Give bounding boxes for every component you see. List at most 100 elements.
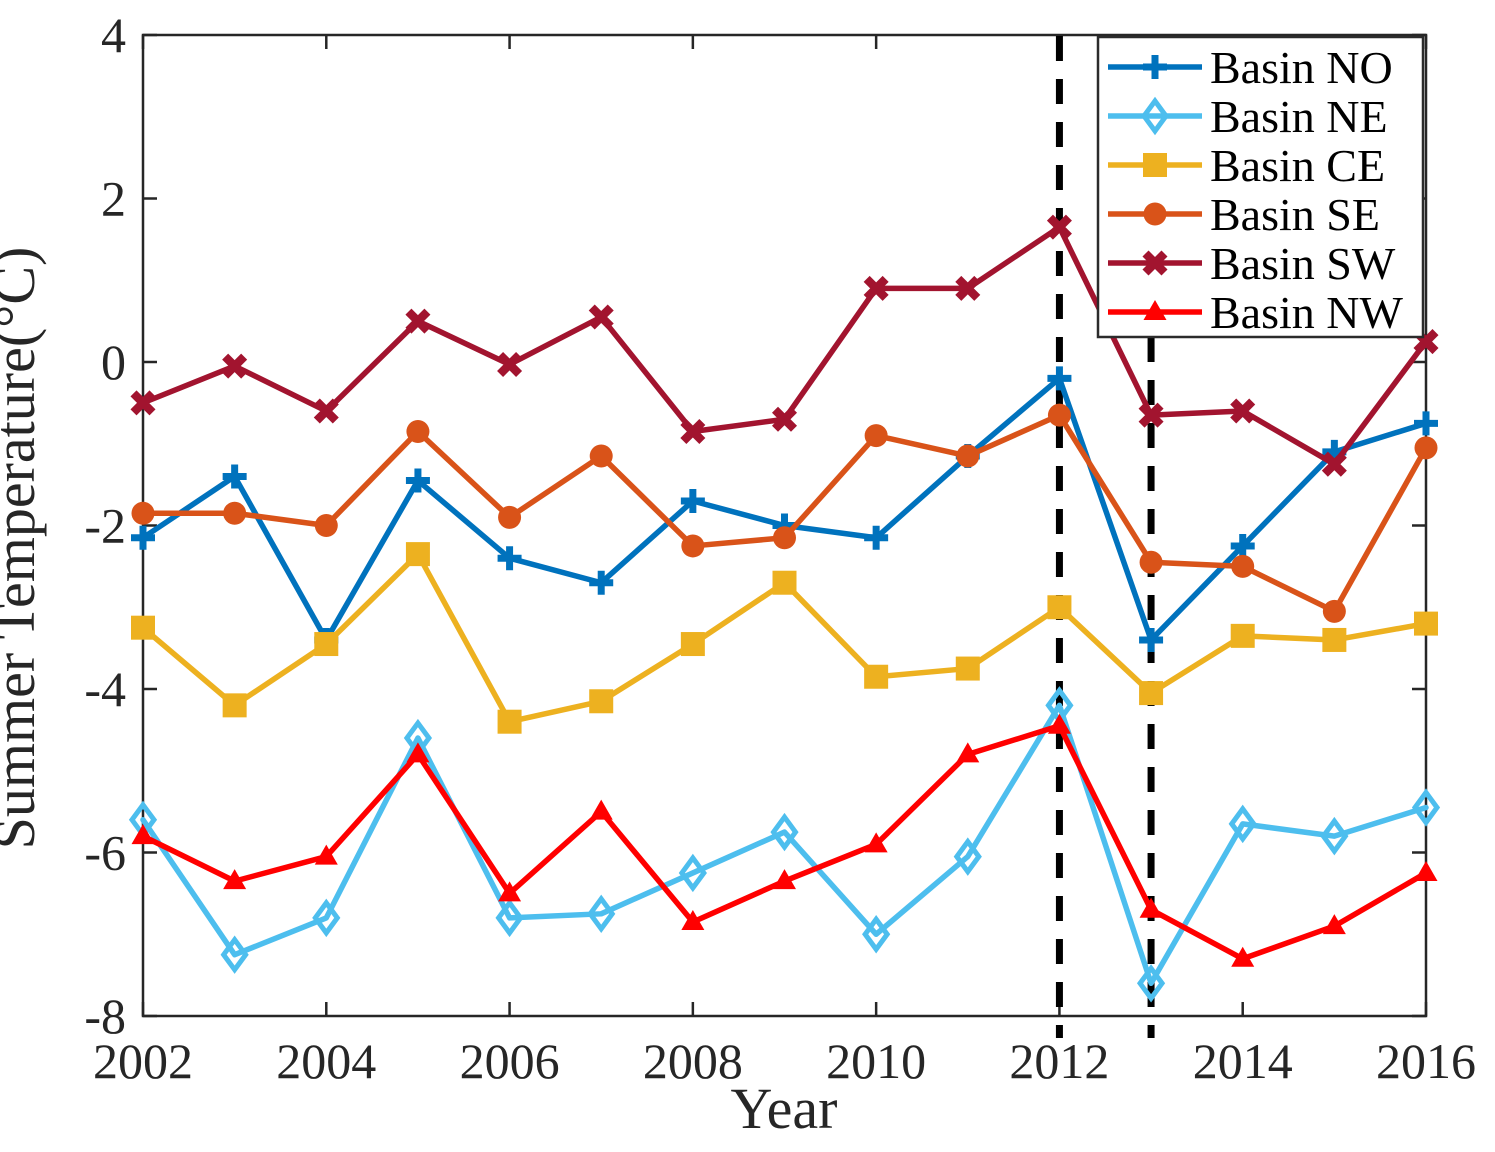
data-point-marker	[955, 275, 981, 301]
data-point-marker	[1139, 627, 1164, 652]
legend-label: Basin NW	[1210, 287, 1404, 338]
data-point-marker	[405, 542, 430, 567]
data-point-marker	[773, 526, 796, 550]
x-axis-title: Year	[731, 1076, 838, 1141]
data-point-marker	[678, 853, 707, 893]
data-point-marker	[498, 881, 522, 902]
data-point-marker	[863, 275, 889, 301]
data-point-marker	[770, 812, 799, 852]
series-basin-se	[131, 403, 1438, 623]
legend-item: Basin SW	[1108, 238, 1396, 289]
data-point-marker	[222, 693, 247, 718]
data-point-marker	[771, 406, 798, 432]
legend-label: Basin NO	[1210, 42, 1393, 93]
data-point-marker	[223, 869, 247, 890]
y-tick-label: -8	[84, 988, 126, 1044]
data-point-marker	[588, 304, 614, 330]
data-point-marker	[1322, 599, 1346, 623]
data-point-marker	[312, 898, 341, 938]
data-point-marker	[314, 514, 338, 537]
data-point-marker	[1139, 897, 1163, 918]
data-point-marker	[589, 799, 613, 820]
data-point-marker	[131, 615, 155, 640]
legend-item: Basin SE	[1108, 189, 1380, 240]
y-tick-label: 4	[101, 7, 126, 63]
data-point-marker	[1143, 55, 1167, 79]
y-tick-label: -2	[84, 498, 126, 554]
x-tick-label: 2014	[1193, 1033, 1293, 1089]
data-point-marker	[1228, 804, 1257, 844]
x-tick-label: 2016	[1376, 1033, 1476, 1089]
legend-box	[1096, 35, 1425, 339]
data-point-marker	[1230, 398, 1256, 424]
data-point-marker	[497, 351, 523, 377]
data-point-marker	[1047, 366, 1072, 391]
data-point-marker	[680, 632, 705, 657]
data-point-marker	[864, 525, 889, 550]
legend-label: Basin NE	[1210, 91, 1388, 142]
x-tick-label: 2010	[826, 1033, 926, 1089]
y-tick-label: -6	[84, 825, 126, 881]
data-point-marker	[589, 570, 614, 595]
data-point-marker	[1047, 713, 1071, 734]
series-basin-sw	[130, 214, 1439, 477]
data-point-marker	[497, 709, 522, 734]
data-point-marker	[314, 844, 338, 865]
data-point-marker	[406, 419, 430, 443]
legend-label: Basin SE	[1210, 189, 1380, 240]
y-axis-title: Summer Temperature(°C)	[0, 247, 47, 850]
series-line-basin-ne	[140, 702, 1429, 987]
data-point-marker	[681, 534, 705, 558]
data-point-marker	[956, 742, 980, 763]
data-point-marker	[1320, 816, 1349, 856]
x-tick-label: 2004	[276, 1033, 376, 1089]
series-basin-ce	[131, 542, 1438, 734]
data-point-marker	[955, 656, 980, 681]
legend-item: Basin CE	[1108, 140, 1385, 191]
data-point-marker	[773, 869, 796, 890]
data-point-marker	[130, 390, 156, 416]
data-point-marker	[1414, 411, 1438, 436]
data-point-marker	[1231, 554, 1255, 578]
data-point-marker	[1414, 611, 1438, 636]
data-point-marker	[1321, 451, 1347, 477]
data-point-marker	[222, 353, 248, 379]
data-point-marker	[1142, 250, 1168, 276]
legend-label: Basin CE	[1210, 140, 1385, 191]
data-point-marker	[131, 501, 155, 525]
data-point-marker	[1231, 946, 1255, 967]
data-point-marker	[497, 546, 522, 571]
data-point-marker	[864, 424, 888, 448]
data-point-marker	[1322, 627, 1347, 652]
y-tick-label: 2	[101, 171, 126, 227]
y-tick-label: 0	[101, 334, 126, 390]
data-point-marker	[222, 464, 247, 489]
data-point-marker	[1136, 964, 1166, 1003]
data-point-marker	[1230, 623, 1255, 648]
y-tick-label: -4	[84, 661, 126, 717]
data-point-marker	[864, 664, 889, 689]
data-point-marker	[587, 894, 616, 934]
data-point-marker	[589, 689, 614, 714]
data-point-marker	[131, 525, 155, 550]
data-point-marker	[1143, 202, 1167, 226]
data-point-marker	[313, 398, 339, 424]
data-point-marker	[1139, 681, 1164, 706]
data-point-marker	[405, 308, 431, 334]
data-point-marker	[1230, 533, 1255, 558]
x-tick-label: 2012	[1009, 1033, 1109, 1089]
data-point-marker	[406, 742, 430, 763]
data-point-marker	[223, 501, 247, 525]
data-point-marker	[864, 832, 888, 853]
data-point-marker	[953, 837, 982, 876]
legend-item: Basin NE	[1108, 91, 1388, 142]
data-point-marker	[862, 915, 891, 954]
data-point-marker	[1414, 436, 1438, 460]
series-basin-nw	[131, 713, 1438, 967]
legend-label: Basin SW	[1210, 238, 1396, 289]
data-point-marker	[681, 909, 705, 930]
data-point-marker	[680, 488, 705, 513]
data-point-marker	[220, 935, 249, 974]
